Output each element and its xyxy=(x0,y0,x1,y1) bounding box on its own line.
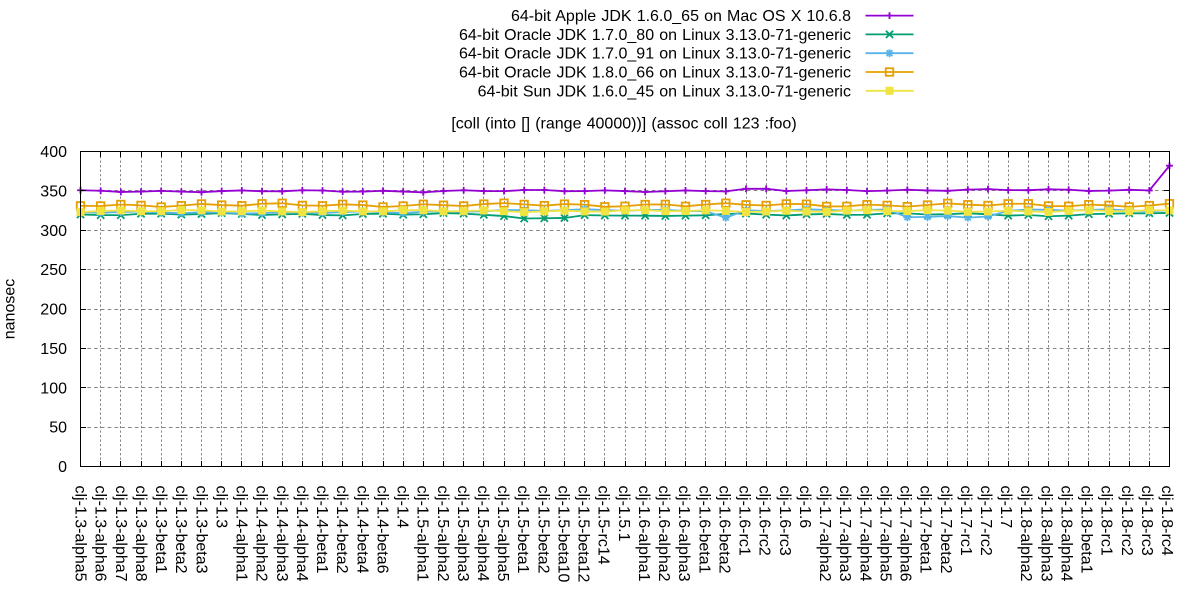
svg-text:64-bit Oracle JDK 1.7.0_91 on: 64-bit Oracle JDK 1.7.0_91 on Linux 3.13… xyxy=(459,46,851,63)
svg-text:clj-1.4-alpha2: clj-1.4-alpha2 xyxy=(253,486,270,582)
svg-text:clj-1.5-beta12: clj-1.5-beta12 xyxy=(575,486,592,583)
svg-text:clj-1.6-alpha3: clj-1.6-alpha3 xyxy=(675,486,692,582)
svg-text:clj-1.5-rc14: clj-1.5-rc14 xyxy=(595,486,612,565)
svg-text:clj-1.3-beta3: clj-1.3-beta3 xyxy=(192,486,209,574)
svg-text:350: 350 xyxy=(40,183,67,200)
svg-text:clj-1.7-rc1: clj-1.7-rc1 xyxy=(957,486,974,556)
svg-text:clj-1.6-rc1: clj-1.6-rc1 xyxy=(736,486,753,556)
svg-text:clj-1.6-alpha1: clj-1.6-alpha1 xyxy=(635,486,652,582)
svg-text:clj-1.6-alpha2: clj-1.6-alpha2 xyxy=(655,486,672,582)
svg-text:clj-1.4-alpha3: clj-1.4-alpha3 xyxy=(273,486,290,582)
svg-text:clj-1.5-alpha1: clj-1.5-alpha1 xyxy=(414,486,431,582)
svg-text:clj-1.8-alpha4: clj-1.8-alpha4 xyxy=(1057,486,1074,582)
svg-text:clj-1.6-beta2: clj-1.6-beta2 xyxy=(715,486,732,574)
svg-text:clj-1.7-alpha5: clj-1.7-alpha5 xyxy=(876,486,893,582)
svg-text:clj-1.7-alpha3: clj-1.7-alpha3 xyxy=(836,486,853,582)
svg-text:clj-1.5-alpha4: clj-1.5-alpha4 xyxy=(474,486,491,582)
svg-text:clj-1.7-beta2: clj-1.7-beta2 xyxy=(937,486,954,574)
svg-text:clj-1.3: clj-1.3 xyxy=(212,486,229,529)
svg-text:clj-1.7-alpha6: clj-1.7-alpha6 xyxy=(897,486,914,582)
svg-text:clj-1.3-alpha7: clj-1.3-alpha7 xyxy=(112,486,129,582)
svg-text:clj-1.5-alpha5: clj-1.5-alpha5 xyxy=(494,486,511,582)
svg-text:clj-1.6-rc2: clj-1.6-rc2 xyxy=(756,486,773,556)
svg-text:clj-1.4-alpha1: clj-1.4-alpha1 xyxy=(233,486,250,582)
svg-text:[coll (into [] (range 40000))]: [coll (into [] (range 40000))] (assoc co… xyxy=(451,116,796,133)
svg-text:clj-1.6: clj-1.6 xyxy=(796,486,813,529)
svg-text:clj-1.4-beta6: clj-1.4-beta6 xyxy=(373,486,390,574)
svg-text:clj-1.8-alpha3: clj-1.8-alpha3 xyxy=(1037,486,1054,582)
svg-text:clj-1.6-beta1: clj-1.6-beta1 xyxy=(695,486,712,574)
svg-text:clj-1.5-beta1: clj-1.5-beta1 xyxy=(514,486,531,574)
svg-text:clj-1.7-beta1: clj-1.7-beta1 xyxy=(917,486,934,574)
svg-text:clj-1.4-alpha4: clj-1.4-alpha4 xyxy=(293,486,310,582)
svg-text:clj-1.3-alpha8: clj-1.3-alpha8 xyxy=(132,486,149,582)
svg-text:clj-1.4-beta4: clj-1.4-beta4 xyxy=(353,486,370,574)
svg-text:nanosec: nanosec xyxy=(2,279,19,340)
svg-text:64-bit Apple JDK 1.6.0_65 on M: 64-bit Apple JDK 1.6.0_65 on Mac OS X 10… xyxy=(511,8,851,25)
svg-text:50: 50 xyxy=(49,420,67,437)
svg-text:clj-1.5-alpha2: clj-1.5-alpha2 xyxy=(434,486,451,582)
svg-text:64-bit Sun JDK 1.6.0_45 on Lin: 64-bit Sun JDK 1.6.0_45 on Linux 3.13.0-… xyxy=(478,83,851,100)
svg-text:clj-1.7-alpha2: clj-1.7-alpha2 xyxy=(816,486,833,582)
svg-text:clj-1.7-rc2: clj-1.7-rc2 xyxy=(977,486,994,556)
svg-text:clj-1.8-beta1: clj-1.8-beta1 xyxy=(1078,486,1095,574)
svg-text:clj-1.7: clj-1.7 xyxy=(997,486,1014,529)
svg-text:clj-1.5-beta10: clj-1.5-beta10 xyxy=(554,486,571,583)
svg-text:clj-1.8-alpha2: clj-1.8-alpha2 xyxy=(1017,486,1034,582)
svg-text:clj-1.8-rc1: clj-1.8-rc1 xyxy=(1098,486,1115,556)
svg-text:150: 150 xyxy=(40,341,67,358)
svg-text:64-bit Oracle JDK 1.8.0_66 on: 64-bit Oracle JDK 1.8.0_66 on Linux 3.13… xyxy=(459,65,851,82)
svg-text:300: 300 xyxy=(40,223,67,240)
svg-text:clj-1.4-beta2: clj-1.4-beta2 xyxy=(333,486,350,574)
svg-text:clj-1.3-alpha6: clj-1.3-alpha6 xyxy=(92,486,109,582)
svg-text:clj-1.5.1: clj-1.5.1 xyxy=(615,486,632,542)
svg-text:clj-1.5-beta2: clj-1.5-beta2 xyxy=(534,486,551,574)
svg-text:100: 100 xyxy=(40,380,67,397)
svg-text:250: 250 xyxy=(40,262,67,279)
svg-text:clj-1.5-alpha3: clj-1.5-alpha3 xyxy=(454,486,471,582)
svg-text:clj-1.3-alpha5: clj-1.3-alpha5 xyxy=(72,486,89,582)
svg-text:clj-1.3-beta1: clj-1.3-beta1 xyxy=(152,486,169,574)
svg-text:clj-1.8-rc4: clj-1.8-rc4 xyxy=(1158,486,1175,556)
svg-text:clj-1.3-beta2: clj-1.3-beta2 xyxy=(172,486,189,574)
svg-text:clj-1.4: clj-1.4 xyxy=(394,486,411,529)
svg-text:clj-1.4-beta1: clj-1.4-beta1 xyxy=(313,486,330,574)
svg-text:64-bit Oracle JDK 1.7.0_80 on: 64-bit Oracle JDK 1.7.0_80 on Linux 3.13… xyxy=(459,27,851,44)
svg-text:clj-1.6-rc3: clj-1.6-rc3 xyxy=(776,486,793,556)
svg-text:0: 0 xyxy=(58,459,67,476)
svg-text:clj-1.8-rc2: clj-1.8-rc2 xyxy=(1118,486,1135,556)
svg-text:400: 400 xyxy=(40,144,67,161)
svg-text:clj-1.8-rc3: clj-1.8-rc3 xyxy=(1138,486,1155,556)
svg-text:200: 200 xyxy=(40,302,67,319)
svg-text:clj-1.7-alpha4: clj-1.7-alpha4 xyxy=(856,486,873,582)
